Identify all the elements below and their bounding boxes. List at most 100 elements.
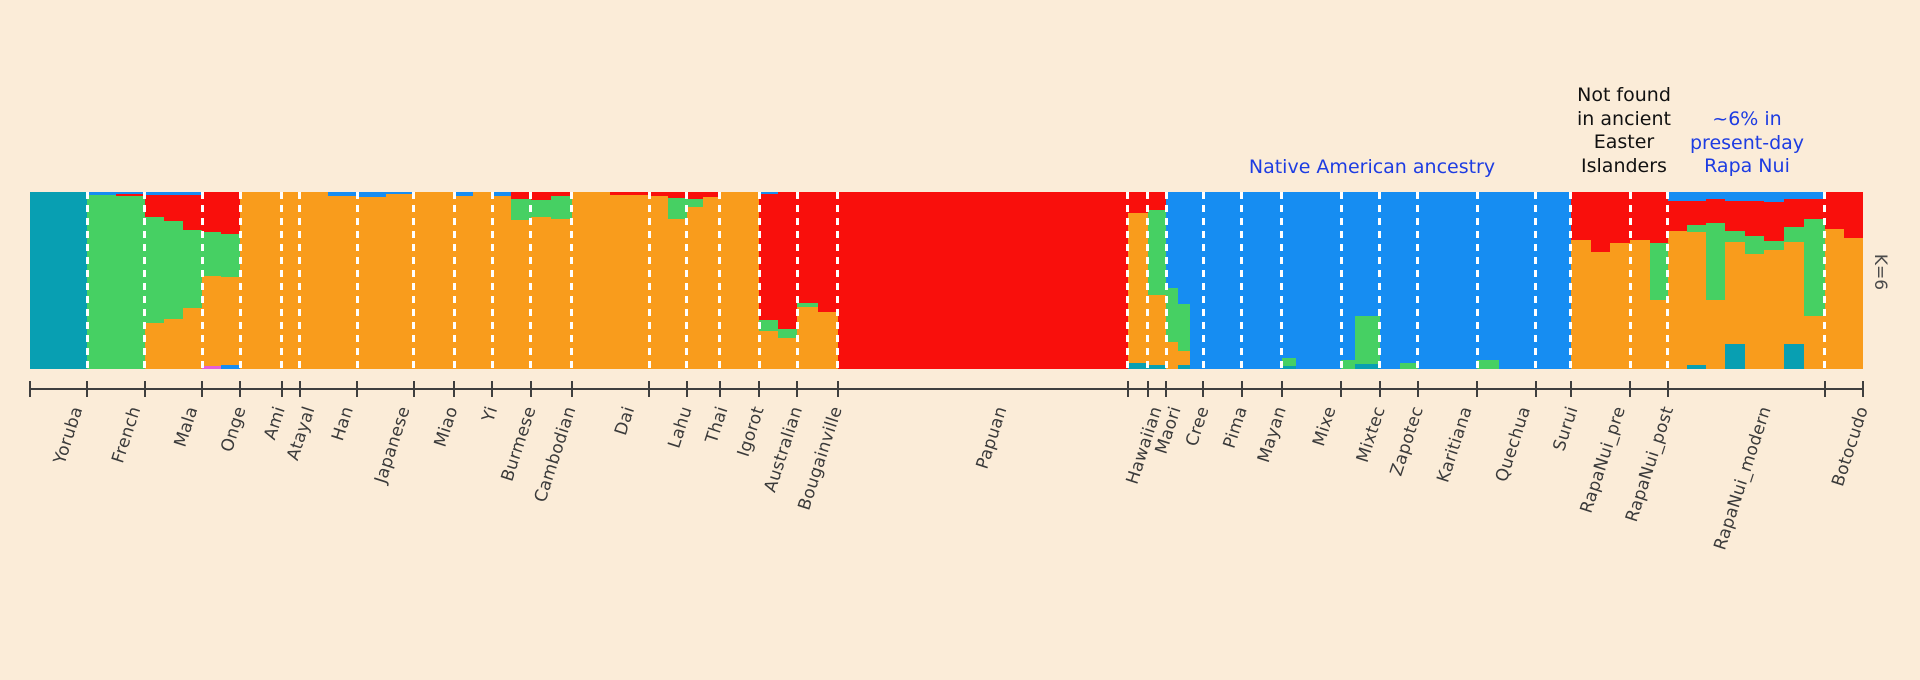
individual-bar <box>299 192 329 369</box>
population-bar <box>1203 192 1242 369</box>
ancestry-segment-orange <box>1843 238 1863 369</box>
individual-bar <box>1295 192 1342 369</box>
ancestry-segment-blue <box>1803 192 1825 200</box>
annotation-line: ~6% in <box>1712 108 1782 130</box>
axis-tick <box>836 381 839 397</box>
ancestry-segment-red <box>1591 192 1611 253</box>
population-label: Karitiana <box>1433 404 1477 486</box>
individual-bar <box>1127 192 1148 369</box>
ancestry-segment-orange <box>1745 253 1765 369</box>
ancestry-segment-blue <box>1399 192 1418 363</box>
individual-bar <box>1764 192 1785 369</box>
ancestry-segment-red <box>778 192 798 330</box>
population-bar <box>357 192 414 369</box>
ancestry-segment-blue <box>1178 192 1191 304</box>
ancestry-segment-red <box>610 192 650 195</box>
individual-bar <box>1477 192 1500 369</box>
ancestry-segment-orange <box>817 312 838 369</box>
population-label: Australian <box>760 404 808 495</box>
ancestry-segment-green <box>115 196 145 369</box>
ancestry-segment-blue <box>492 192 512 196</box>
individual-bar <box>183 192 203 369</box>
x-axis-line <box>30 388 1863 390</box>
individual-bar <box>1355 192 1380 369</box>
individual-bar <box>1178 192 1191 369</box>
axis-tick <box>239 381 242 397</box>
ancestry-segment-orange <box>719 192 760 369</box>
ancestry-segment-orange <box>1650 299 1668 369</box>
population-label: Yoruba <box>50 404 88 467</box>
individual-bar <box>454 192 474 369</box>
ancestry-segment-orange <box>385 193 414 369</box>
annotation-line: present-day <box>1689 131 1805 154</box>
axis-tick <box>491 381 494 397</box>
individual-bar <box>1591 192 1611 369</box>
ancestry-segment-red <box>1705 199 1725 223</box>
axis-tick <box>280 381 283 397</box>
ancestry-segment-red <box>649 192 668 196</box>
ancestry-segment-green <box>778 329 798 339</box>
individual-bar <box>385 192 414 369</box>
ancestry-segment-red <box>221 192 241 234</box>
population-bar <box>686 192 720 369</box>
ancestry-segment-blue <box>1499 192 1536 369</box>
population-label: Ami <box>260 404 291 443</box>
annotation-6pct-present-day-rapa-nui: ~6% in present-day Rapa Nui <box>1690 108 1804 179</box>
population-label: Han <box>327 404 358 444</box>
individual-bar <box>667 192 687 369</box>
population-bar <box>299 192 358 369</box>
ancestry-segment-green <box>511 199 531 221</box>
individual-bar <box>1824 192 1844 369</box>
ancestry-segment-red <box>1127 192 1148 214</box>
population-label: RapaNui_post <box>1621 404 1679 525</box>
ancestry-segment-orange <box>144 322 164 369</box>
axis-tick <box>1280 381 1283 397</box>
population-label: Atayal <box>283 404 320 463</box>
annotation-line: in ancient <box>1577 107 1671 130</box>
ancestry-segment-red <box>1630 192 1651 240</box>
population-bar <box>240 192 282 369</box>
population-bar <box>1241 192 1282 369</box>
annotation-line: Islanders <box>1581 154 1667 177</box>
population-bar <box>492 192 531 369</box>
population-bar <box>1379 192 1418 369</box>
population-label: Igorot <box>733 404 769 460</box>
axis-tick <box>529 381 532 397</box>
ancestry-segment-orange <box>797 307 818 369</box>
ancestry-segment-orange <box>492 195 512 369</box>
ancestry-segment-red <box>1570 192 1592 240</box>
individual-bar <box>1650 192 1668 369</box>
stacked-bars <box>30 192 1863 369</box>
population-bar <box>144 192 203 369</box>
ancestry-segment-blue <box>1417 192 1478 369</box>
k-value-label: K=6 <box>1870 253 1890 291</box>
ancestry-segment-red <box>1843 192 1863 239</box>
individual-bar <box>1570 192 1592 369</box>
ancestry-segment-green <box>797 302 818 308</box>
axis-tick <box>570 381 573 397</box>
individual-bar <box>1686 192 1706 369</box>
ancestry-segment-green <box>1147 209 1167 295</box>
ancestry-segment-red <box>1667 200 1687 231</box>
axis-tick <box>1165 381 1168 397</box>
ancestry-segment-blue <box>1784 192 1804 200</box>
individual-bar <box>759 192 779 369</box>
individual-bar <box>778 192 798 369</box>
ancestry-segment-red <box>183 194 203 231</box>
population-bar <box>1341 192 1380 369</box>
ancestry-segment-teal <box>1178 365 1191 369</box>
individual-bar <box>1341 192 1356 369</box>
ancestry-segment-red <box>1784 199 1804 228</box>
ancestry-segment-red <box>163 194 184 222</box>
population-bar <box>1630 192 1668 369</box>
ancestry-segment-green <box>1281 358 1296 367</box>
population-label: Mayan <box>1253 404 1291 466</box>
ancestry-segment-green <box>1355 315 1380 364</box>
ancestry-segment-green <box>1686 224 1706 232</box>
ancestry-segment-magenta <box>202 366 222 369</box>
ancestry-segment-green <box>1341 360 1356 369</box>
annotation-line: Not found <box>1577 84 1671 106</box>
ancestry-segment-red <box>1824 192 1844 230</box>
individual-bar <box>1535 192 1571 369</box>
ancestry-segment-orange <box>413 192 454 369</box>
